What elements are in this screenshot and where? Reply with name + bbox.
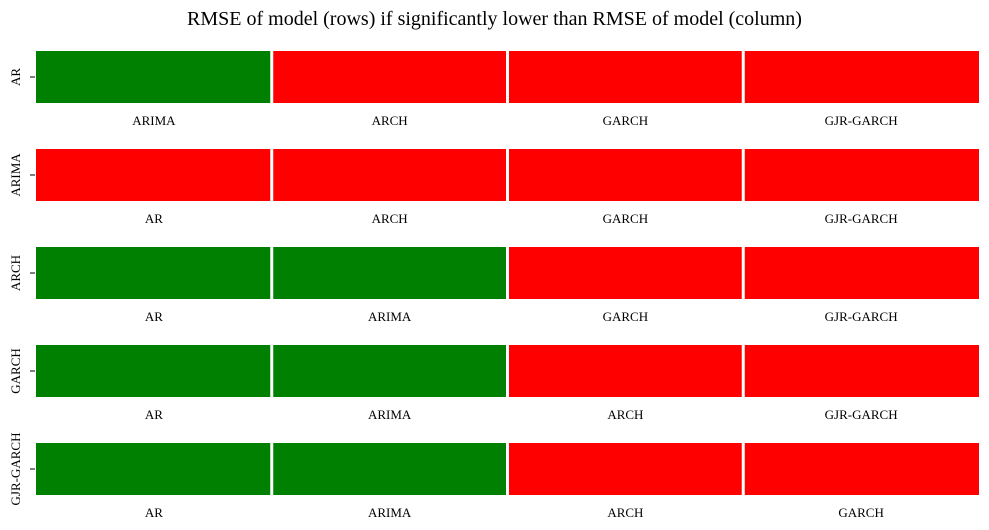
row-label: ARIMA bbox=[8, 153, 23, 197]
heatmap-row: GJR-GARCH AR ARIMA ARCH GARCH bbox=[8, 433, 979, 520]
heatmap-cell bbox=[744, 443, 979, 495]
row-label: GJR-GARCH bbox=[8, 433, 23, 506]
heatmap-cell bbox=[273, 443, 506, 495]
heatmap-cell bbox=[509, 345, 742, 397]
column-tick-label: GJR-GARCH bbox=[825, 211, 898, 226]
column-tick-label: ARCH bbox=[372, 113, 408, 128]
column-tick-label: GARCH bbox=[603, 309, 649, 324]
heatmap-cell bbox=[273, 247, 506, 299]
heatmap-cell bbox=[744, 247, 979, 299]
row-label: AR bbox=[8, 68, 23, 86]
column-tick-label: GJR-GARCH bbox=[825, 309, 898, 324]
heatmap-cell bbox=[36, 345, 271, 397]
heatmap-cell bbox=[36, 247, 271, 299]
row-label: GARCH bbox=[8, 348, 23, 394]
column-tick-label: GJR-GARCH bbox=[825, 113, 898, 128]
heatmap-cell bbox=[273, 345, 506, 397]
heatmap-cell bbox=[744, 345, 979, 397]
column-tick-label: ARIMA bbox=[368, 407, 412, 422]
column-tick-label: ARCH bbox=[607, 407, 643, 422]
column-tick-label: GARCH bbox=[603, 113, 649, 128]
heatmap-row: GARCH AR ARIMA ARCH GJR-GARCH bbox=[8, 345, 979, 422]
heatmap-row: AR ARIMA ARCH GARCH GJR-GARCH bbox=[8, 51, 979, 128]
row-label: ARCH bbox=[8, 255, 23, 291]
column-tick-label: AR bbox=[145, 309, 163, 324]
heatmap-cell bbox=[36, 51, 271, 103]
heatmap-cell bbox=[36, 149, 271, 201]
heatmap-cell bbox=[509, 247, 742, 299]
heatmap-cell bbox=[744, 149, 979, 201]
heatmap-cell bbox=[36, 443, 271, 495]
heatmap-cell bbox=[273, 51, 506, 103]
column-tick-label: ARCH bbox=[372, 211, 408, 226]
column-tick-label: AR bbox=[145, 505, 163, 520]
column-tick-label: AR bbox=[145, 407, 163, 422]
column-tick-label: ARCH bbox=[607, 505, 643, 520]
heatmap-cell bbox=[744, 51, 979, 103]
column-tick-label: GJR-GARCH bbox=[825, 407, 898, 422]
heatmap-cell bbox=[273, 149, 506, 201]
column-tick-label: GARCH bbox=[603, 211, 649, 226]
heatmap-row: ARCH AR ARIMA GARCH GJR-GARCH bbox=[8, 247, 979, 324]
column-tick-label: GARCH bbox=[838, 505, 884, 520]
heatmap-row: ARIMA AR ARCH GARCH GJR-GARCH bbox=[8, 149, 979, 226]
heatmap-cell bbox=[509, 51, 742, 103]
chart-title: RMSE of model (rows) if significantly lo… bbox=[187, 8, 802, 30]
column-tick-label: ARIMA bbox=[368, 309, 412, 324]
column-tick-label: AR bbox=[145, 211, 163, 226]
heatmap-cell bbox=[509, 149, 742, 201]
column-tick-label: ARIMA bbox=[368, 505, 412, 520]
column-tick-label: ARIMA bbox=[132, 113, 176, 128]
heatmap-cell bbox=[509, 443, 742, 495]
